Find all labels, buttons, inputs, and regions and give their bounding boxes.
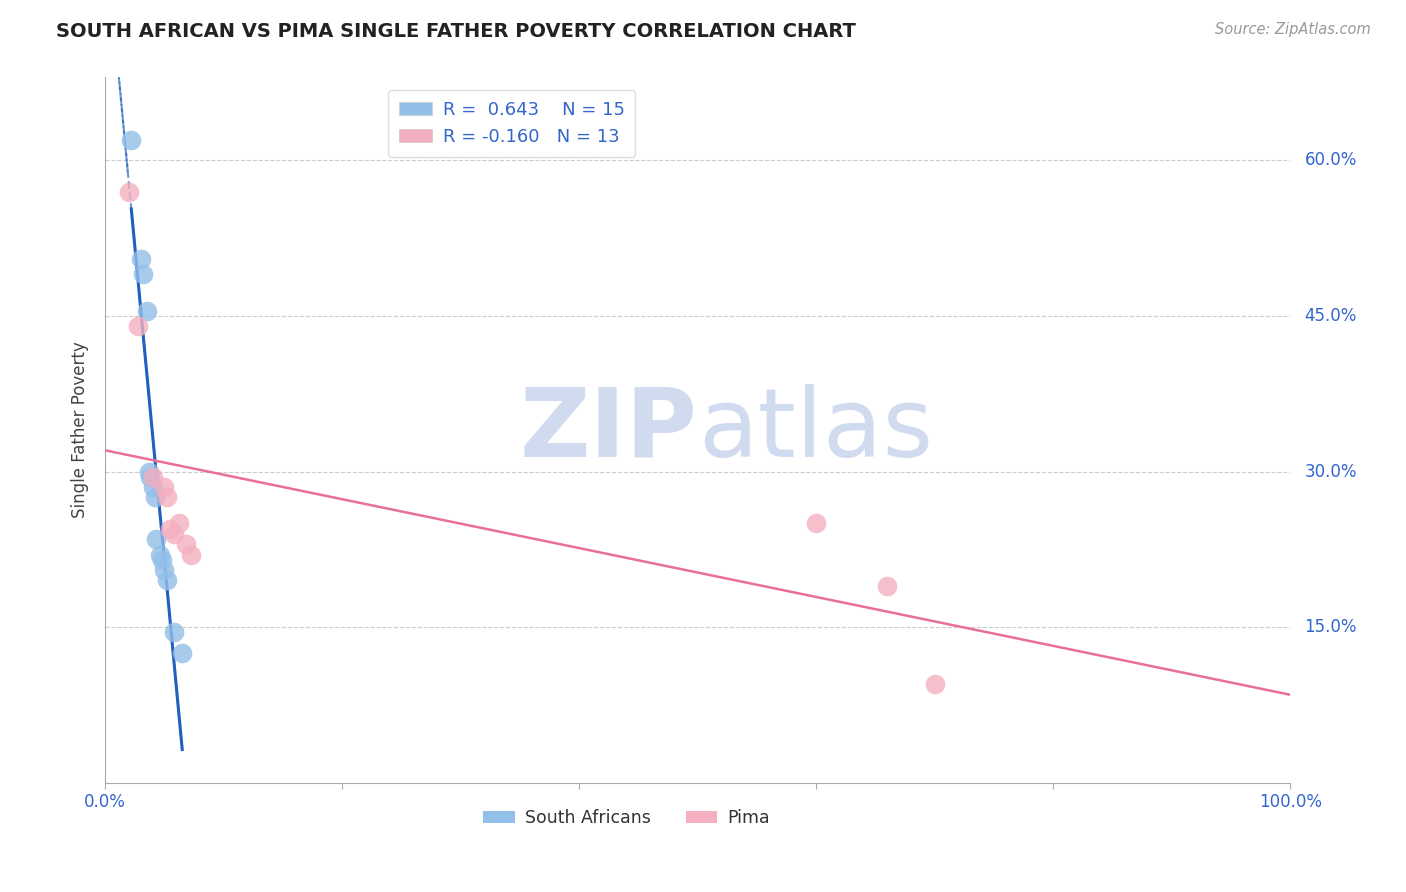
Text: 30.0%: 30.0% xyxy=(1305,463,1357,481)
Point xyxy=(163,526,186,541)
Text: 45.0%: 45.0% xyxy=(1305,307,1357,325)
Point xyxy=(180,548,202,562)
Point xyxy=(132,268,155,282)
Y-axis label: Single Father Poverty: Single Father Poverty xyxy=(72,342,89,518)
Point xyxy=(156,574,179,588)
Text: atlas: atlas xyxy=(697,384,932,476)
Point xyxy=(153,563,176,577)
Point xyxy=(129,252,152,266)
Point xyxy=(159,522,181,536)
Point xyxy=(145,532,167,546)
Point xyxy=(142,480,165,494)
Point xyxy=(163,625,186,640)
Point xyxy=(167,516,190,531)
Point xyxy=(149,548,172,562)
Text: SOUTH AFRICAN VS PIMA SINGLE FATHER POVERTY CORRELATION CHART: SOUTH AFRICAN VS PIMA SINGLE FATHER POVE… xyxy=(56,22,856,41)
Text: 15.0%: 15.0% xyxy=(1305,618,1357,636)
Point xyxy=(135,303,157,318)
Point xyxy=(120,133,142,147)
Point xyxy=(127,319,149,334)
Point xyxy=(118,185,141,199)
Point xyxy=(153,480,176,494)
Point xyxy=(150,552,173,566)
Point xyxy=(142,469,165,483)
Text: Source: ZipAtlas.com: Source: ZipAtlas.com xyxy=(1215,22,1371,37)
Point xyxy=(139,469,162,483)
Legend: South Africans, Pima: South Africans, Pima xyxy=(477,802,778,834)
Point xyxy=(806,516,828,531)
Point xyxy=(143,491,166,505)
Point xyxy=(924,677,946,691)
Text: 60.0%: 60.0% xyxy=(1305,152,1357,169)
Point xyxy=(172,646,194,660)
Text: ZIP: ZIP xyxy=(520,384,697,476)
Point xyxy=(156,491,179,505)
Point xyxy=(876,579,898,593)
Point xyxy=(138,465,160,479)
Point xyxy=(174,537,197,551)
